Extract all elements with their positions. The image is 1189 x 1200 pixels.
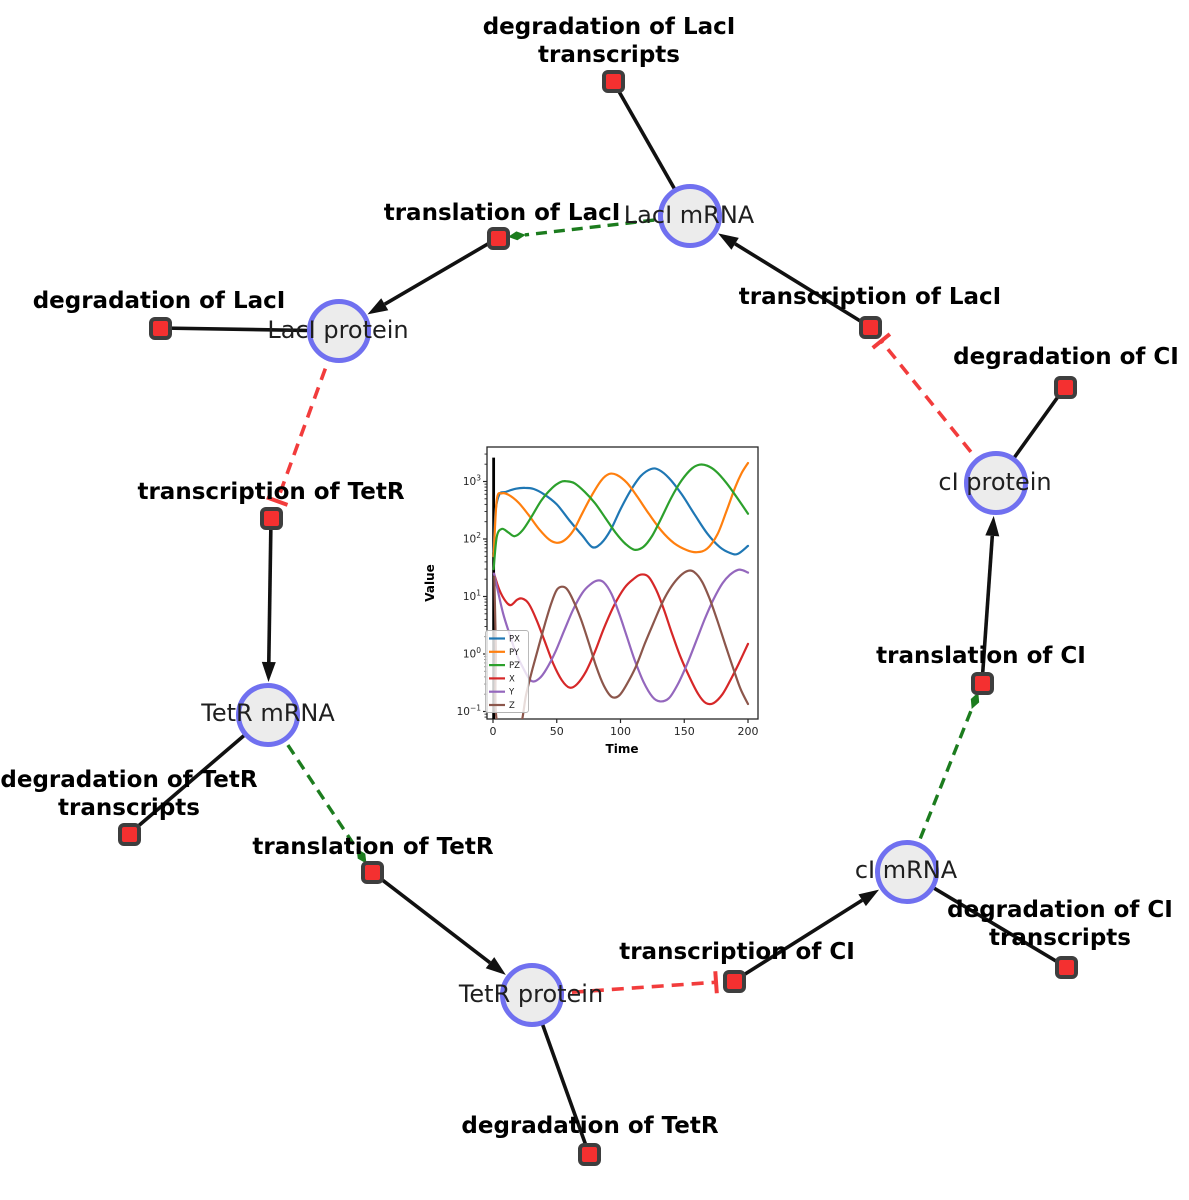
edge-tetr_mrna-transl_tetr <box>266 714 359 851</box>
series-PY-line <box>492 461 750 558</box>
series-X-line <box>492 572 750 706</box>
legend-label-PY: PY <box>509 648 520 658</box>
x-tick-label: 50 <box>550 725 564 738</box>
edge-transc_tetr-tetr_mrna <box>267 517 273 663</box>
edge-laci_mrna-transl_laci-diamond-head <box>507 231 526 241</box>
edge-laci_mrna-deg_laci_tr <box>611 80 692 217</box>
edge-transc_ci-ci_mrna <box>733 898 864 983</box>
x-tick-label: 0 <box>490 725 497 738</box>
edge-tetr_protein-deg_tetr <box>530 994 591 1155</box>
x-tick-label: 200 <box>738 725 759 738</box>
legend-box <box>485 630 529 713</box>
edge-transl_laci-laci_protein <box>383 236 499 306</box>
edge-laci_protein-transc_tetr <box>275 330 341 502</box>
edge-laci_protein-deg_laci <box>159 326 340 333</box>
edge-transl_ci-ci_protein <box>980 535 995 684</box>
y-tick-label: 10−1 <box>457 704 482 719</box>
x-tick-label: 100 <box>610 725 631 738</box>
edge-tetr_protein-transc_ci <box>531 980 717 997</box>
legend-label-Z: Z <box>509 701 515 711</box>
edge-ci_protein-transc_laci <box>879 339 998 485</box>
edge-transl_laci-laci_protein-arrowhead <box>367 298 389 315</box>
y-tick-label: 102 <box>463 531 481 546</box>
edge-transc_ci-ci_mrna-arrowhead <box>858 889 880 907</box>
y-tick-label: 103 <box>463 474 481 489</box>
edge-transl_tetr-tetr_protein <box>370 870 492 965</box>
inset-chart: 0 50 100 150 200 103 102 101 100 10−1 PX PY PZ XYZ Ti… <box>423 446 759 756</box>
edge-laci_mrna-transl_laci <box>524 214 691 237</box>
x-tick-label: 150 <box>674 725 695 738</box>
y-tick-label: 100 <box>463 646 481 661</box>
edge-transc_tetr-tetr_mrna-arrowhead <box>261 661 276 683</box>
edge-ci_mrna-deg_ci_tr <box>906 870 1067 969</box>
edge-ci_mrna-transl_ci <box>905 707 974 873</box>
x-axis-label: Time <box>606 742 639 756</box>
edge-transl_ci-ci_protein-arrowhead <box>985 515 1000 537</box>
edge-ci_protein-deg_ci <box>994 385 1067 485</box>
series-PZ-line <box>492 463 750 571</box>
legend: PX PY PZ XYZ <box>485 630 529 713</box>
edge-ci_protein-transc_laci-tee-head <box>871 332 892 350</box>
legend-label-PZ: PZ <box>509 661 520 671</box>
edge-tetr_mrna-deg_tetr_tr <box>127 713 270 836</box>
legend-label-PX: PX <box>509 635 520 645</box>
y-axis-label: Value <box>423 564 437 602</box>
edge-tetr_protein-transc_ci-tee-head <box>713 971 719 994</box>
legend-label-X: X <box>509 674 515 684</box>
edge-transc_laci-laci_mrna <box>734 242 871 329</box>
edge-tetr_mrna-transl_tetr-diamond-head <box>356 848 367 864</box>
legend-label-Y: Y <box>508 688 515 698</box>
series-Z-line <box>493 569 750 719</box>
edge-laci_protein-transc_tetr-tee-head <box>266 495 289 507</box>
y-tick-label: 101 <box>463 589 481 604</box>
edge-transc_laci-laci_mrna-arrowhead <box>718 233 739 250</box>
edge-ci_mrna-transl_ci-diamond-head <box>970 692 980 710</box>
series-PX-line <box>492 467 750 556</box>
